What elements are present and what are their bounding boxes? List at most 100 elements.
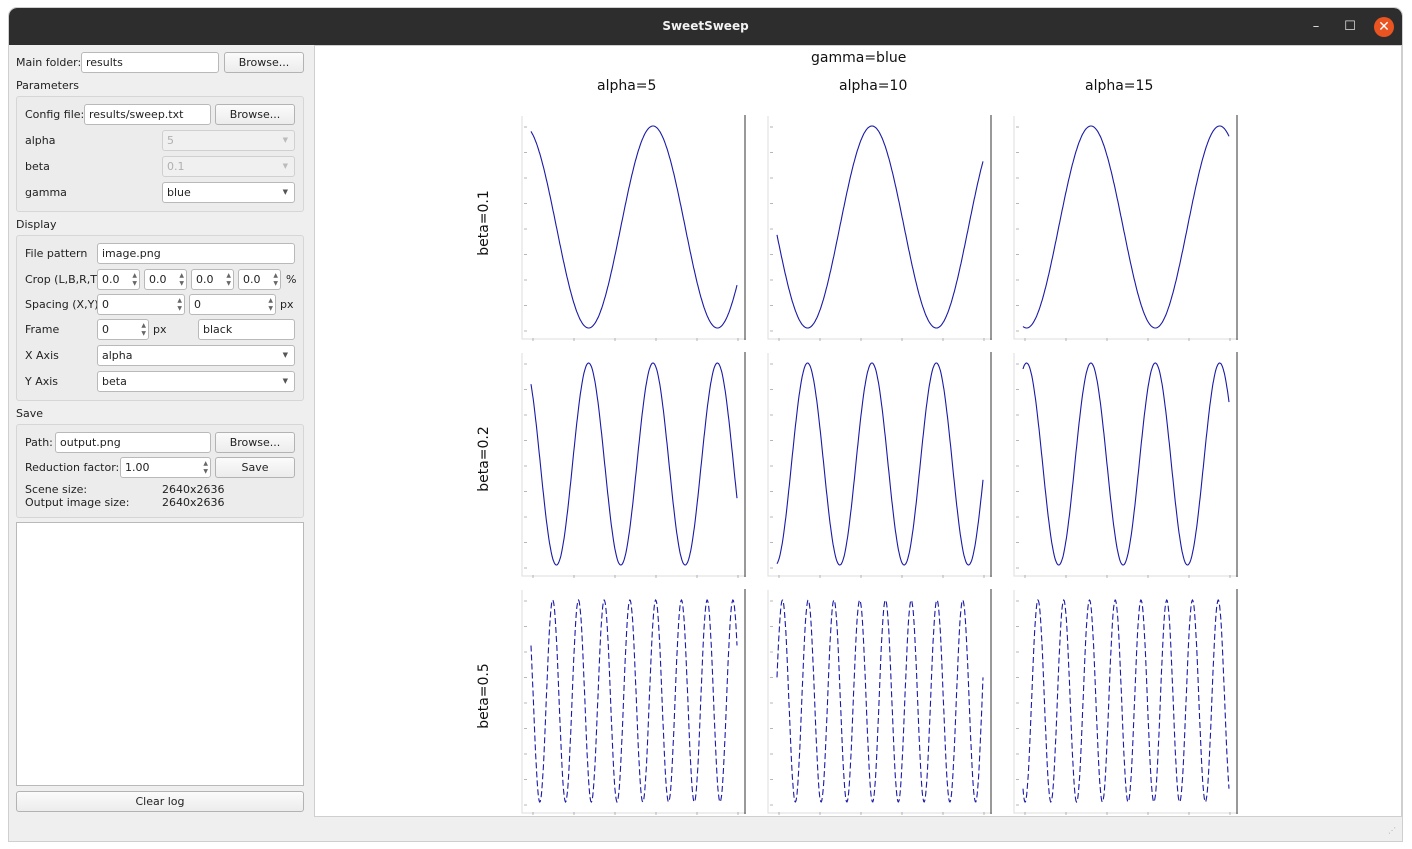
sweep-title: gamma=blue bbox=[811, 50, 907, 66]
y-axis-value: beta bbox=[102, 375, 127, 388]
x-axis-value: alpha bbox=[102, 349, 133, 362]
spin-down-icon[interactable]: ▼ bbox=[141, 330, 146, 337]
chevron-down-icon: ▼ bbox=[282, 162, 288, 170]
frame-unit: px bbox=[153, 323, 167, 336]
spin-down-icon[interactable]: ▼ bbox=[273, 280, 278, 287]
spin-down-icon[interactable]: ▼ bbox=[177, 305, 182, 312]
sweep-canvas[interactable]: gamma=blue alpha=5 alpha=10 alpha=15 bet… bbox=[314, 45, 1402, 817]
spin-up-icon[interactable]: ▲ bbox=[132, 272, 137, 279]
param-value-alpha: 5 bbox=[167, 134, 174, 147]
y-axis-select[interactable]: beta ▼ bbox=[97, 371, 295, 392]
frame-width-spinbox[interactable]: 0 ▲ ▼ bbox=[97, 319, 149, 340]
resize-grip-icon[interactable]: ⋰ bbox=[1388, 826, 1396, 835]
app-window: SweetSweep – ☐ ✕ Main folder: results Br… bbox=[9, 8, 1402, 841]
title-bar[interactable]: SweetSweep – ☐ ✕ bbox=[9, 8, 1402, 45]
thumbnail-axes bbox=[767, 590, 992, 814]
config-file-label: Config file: bbox=[25, 108, 85, 121]
spin-down-icon[interactable]: ▼ bbox=[203, 468, 208, 475]
reduction-factor-spinbox[interactable]: 1.00 ▲ ▼ bbox=[120, 457, 211, 478]
spin-down-icon[interactable]: ▼ bbox=[226, 280, 231, 287]
spin-up-icon[interactable]: ▲ bbox=[268, 297, 273, 304]
chevron-down-icon: ▼ bbox=[282, 188, 288, 196]
row-label-2: beta=0.5 bbox=[476, 663, 492, 729]
thumbnail-plot-r1-c0 bbox=[521, 352, 746, 578]
output-size-label: Output image size: bbox=[25, 496, 130, 509]
crop-bottom-value: 0.0 bbox=[149, 273, 167, 286]
save-button[interactable]: Save bbox=[215, 457, 295, 478]
spin-up-icon[interactable]: ▲ bbox=[203, 460, 208, 467]
sine-curve bbox=[1022, 125, 1230, 329]
save-path-input[interactable]: output.png bbox=[55, 432, 211, 453]
x-axis-select[interactable]: alpha ▼ bbox=[97, 345, 295, 366]
thumbnail-plot-r1-c1 bbox=[767, 352, 992, 578]
spacing-x-spinbox[interactable]: 0 ▲ ▼ bbox=[97, 294, 185, 315]
thumbnail-plot-r2-c2 bbox=[1013, 589, 1238, 815]
crop-right-spinbox[interactable]: 0.0 ▲ ▼ bbox=[191, 269, 234, 290]
sine-curve bbox=[530, 125, 738, 329]
reduction-factor-label: Reduction factor: bbox=[25, 461, 120, 474]
log-area[interactable] bbox=[16, 522, 304, 786]
spin-up-icon[interactable]: ▲ bbox=[179, 272, 184, 279]
param-value-beta: 0.1 bbox=[167, 160, 185, 173]
spacing-x-value: 0 bbox=[102, 298, 109, 311]
spacing-y-spinbox[interactable]: 0 ▲ ▼ bbox=[189, 294, 276, 315]
close-icon[interactable]: ✕ bbox=[1374, 17, 1394, 37]
maximize-icon[interactable]: ☐ bbox=[1344, 19, 1356, 34]
frame-color-input[interactable]: black bbox=[198, 319, 295, 340]
sine-curve bbox=[1022, 599, 1230, 803]
thumbnail-axes bbox=[767, 353, 992, 577]
thumbnail-axes bbox=[521, 353, 746, 577]
spacing-unit: px bbox=[280, 298, 294, 311]
thumbnail-plot-r0-c1 bbox=[767, 115, 992, 341]
spin-up-icon[interactable]: ▲ bbox=[177, 297, 182, 304]
row-label-1: beta=0.2 bbox=[476, 426, 492, 492]
crop-left-value: 0.0 bbox=[102, 273, 120, 286]
thumbnail-axes bbox=[1013, 590, 1238, 814]
crop-label: Crop (L,B,R,T) bbox=[25, 273, 102, 286]
file-pattern-label: File pattern bbox=[25, 247, 88, 260]
frame-width-value: 0 bbox=[102, 323, 109, 336]
thumbnail-plot-r2-c0 bbox=[521, 589, 746, 815]
column-label-1: alpha=10 bbox=[839, 78, 908, 94]
spin-up-icon[interactable]: ▲ bbox=[226, 272, 231, 279]
frame-label: Frame bbox=[25, 323, 60, 336]
spin-down-icon[interactable]: ▼ bbox=[132, 280, 137, 287]
thumbnail-plot-r0-c0 bbox=[521, 115, 746, 341]
crop-bottom-spinbox[interactable]: 0.0 ▲ ▼ bbox=[144, 269, 187, 290]
main-folder-input[interactable]: results bbox=[81, 52, 219, 73]
spacing-label: Spacing (X,Y) bbox=[25, 298, 99, 311]
minimize-icon[interactable]: – bbox=[1312, 19, 1320, 34]
spin-up-icon[interactable]: ▲ bbox=[141, 322, 146, 329]
column-label-2: alpha=15 bbox=[1085, 78, 1154, 94]
spin-up-icon[interactable]: ▲ bbox=[273, 272, 278, 279]
main-folder-label: Main folder: bbox=[16, 56, 82, 69]
chevron-down-icon: ▼ bbox=[282, 377, 288, 385]
spin-down-icon[interactable]: ▼ bbox=[268, 305, 273, 312]
param-select-gamma[interactable]: blue ▼ bbox=[162, 182, 295, 203]
crop-top-spinbox[interactable]: 0.0 ▲ ▼ bbox=[238, 269, 281, 290]
x-axis-label: X Axis bbox=[25, 349, 59, 362]
config-file-input[interactable]: results/sweep.txt bbox=[84, 104, 211, 125]
main-folder-browse-button[interactable]: Browse... bbox=[224, 52, 304, 73]
param-label-alpha: alpha bbox=[25, 134, 56, 147]
spin-down-icon[interactable]: ▼ bbox=[179, 280, 184, 287]
spacing-y-value: 0 bbox=[194, 298, 201, 311]
crop-top-value: 0.0 bbox=[243, 273, 261, 286]
param-select-beta: 0.1 ▼ bbox=[162, 156, 295, 177]
row-label-0: beta=0.1 bbox=[476, 190, 492, 256]
output-size-value: 2640x2636 bbox=[162, 496, 225, 509]
crop-unit: % bbox=[286, 273, 297, 286]
config-browse-button[interactable]: Browse... bbox=[215, 104, 295, 125]
save-heading: Save bbox=[16, 407, 44, 420]
file-pattern-input[interactable]: image.png bbox=[97, 243, 295, 264]
clear-log-button[interactable]: Clear log bbox=[16, 791, 304, 812]
crop-left-spinbox[interactable]: 0.0 ▲ ▼ bbox=[97, 269, 140, 290]
parameters-heading: Parameters bbox=[16, 79, 79, 92]
chevron-down-icon: ▼ bbox=[282, 351, 288, 359]
thumbnail-plot-r1-c2 bbox=[1013, 352, 1238, 578]
y-axis-label: Y Axis bbox=[25, 375, 59, 388]
save-browse-button[interactable]: Browse... bbox=[215, 432, 295, 453]
sine-curve bbox=[776, 125, 984, 329]
param-label-beta: beta bbox=[25, 160, 50, 173]
thumbnail-plot-r0-c2 bbox=[1013, 115, 1238, 341]
